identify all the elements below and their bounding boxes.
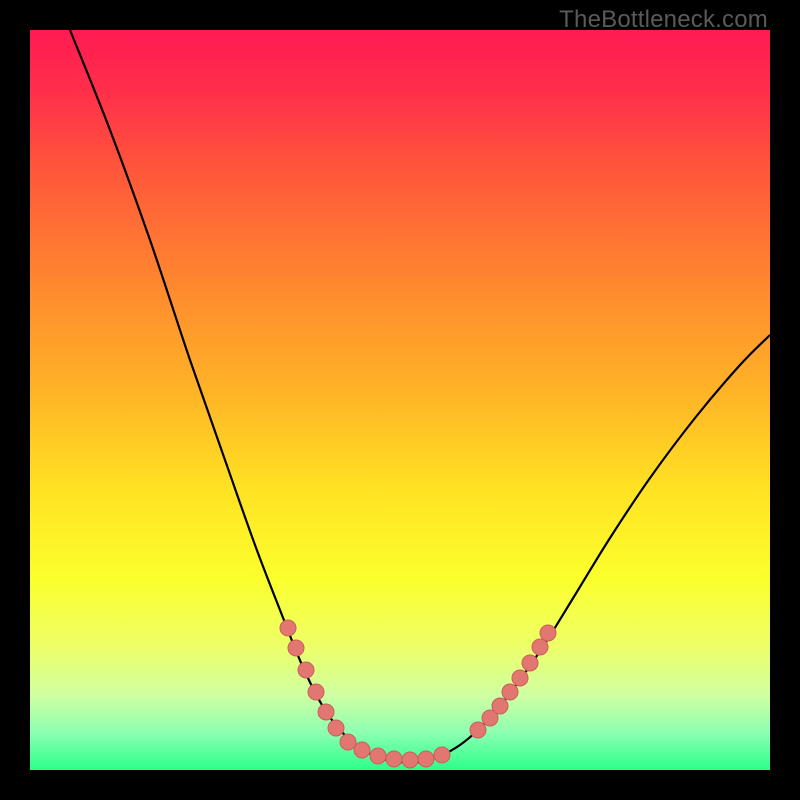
curve-marker	[318, 704, 334, 720]
curve-marker	[512, 670, 528, 686]
curve-marker	[532, 639, 548, 655]
curve-marker	[434, 747, 450, 763]
curve-marker	[470, 722, 486, 738]
chart-background	[30, 30, 770, 770]
chart-area	[30, 30, 770, 770]
curve-marker	[354, 742, 370, 758]
curve-marker	[522, 655, 538, 671]
curve-marker	[492, 698, 508, 714]
curve-marker	[418, 751, 434, 767]
curve-marker	[280, 620, 296, 636]
curve-marker	[370, 748, 386, 764]
curve-marker	[328, 720, 344, 736]
curve-marker	[402, 752, 418, 768]
curve-marker	[502, 684, 518, 700]
curve-marker	[386, 751, 402, 767]
curve-marker	[340, 734, 356, 750]
curve-marker	[288, 640, 304, 656]
frame-left	[0, 0, 30, 800]
frame-bottom	[0, 770, 800, 800]
watermark-text: TheBottleneck.com	[559, 6, 768, 34]
frame-right	[770, 0, 800, 800]
curve-marker	[308, 684, 324, 700]
chart-svg	[30, 30, 770, 770]
curve-marker	[540, 625, 556, 641]
curve-marker	[298, 662, 314, 678]
